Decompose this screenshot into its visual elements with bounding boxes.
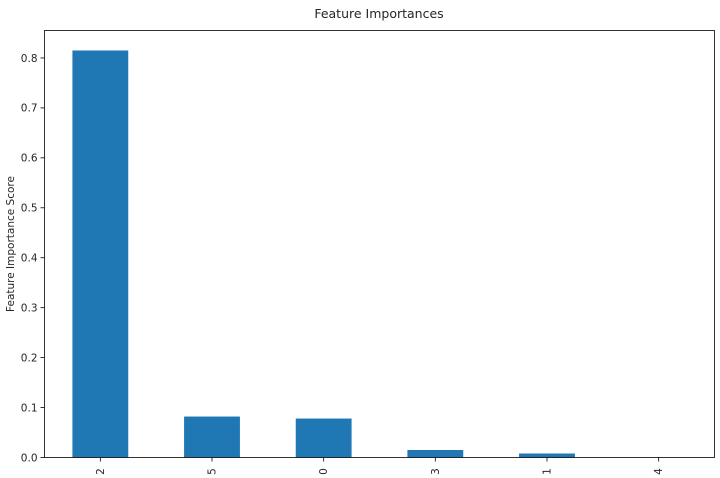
y-tick-label: 0.7 [21, 103, 38, 115]
y-axis-label: Feature Importance Score [5, 176, 17, 312]
y-tick-label: 0.0 [21, 452, 38, 464]
bars-group [72, 50, 575, 458]
x-axis-ticks: 2 5 0 3 1 4 [95, 457, 665, 475]
y-axis-ticks: 0.0 0.1 0.2 0.3 0.4 0.5 0.6 0.7 0.8 [21, 53, 45, 464]
bar-1 [519, 453, 575, 458]
x-tick-label: 0 [318, 468, 330, 475]
x-tick-label: 1 [542, 468, 554, 475]
plot-frame [44, 30, 715, 458]
y-tick-label: 0.5 [21, 203, 38, 215]
bar-5 [184, 416, 240, 458]
bar-0 [295, 418, 352, 458]
x-tick-label: 2 [95, 468, 107, 475]
bar-3 [407, 450, 464, 458]
x-tick-label: 3 [430, 468, 442, 475]
y-tick-label: 0.3 [21, 302, 38, 314]
x-tick-label: 4 [653, 468, 665, 475]
y-tick-label: 0.2 [21, 352, 38, 364]
y-tick-label: 0.4 [21, 253, 38, 265]
y-tick-label: 0.1 [21, 402, 38, 414]
bar-2 [72, 50, 129, 458]
x-tick-label: 5 [207, 468, 219, 475]
y-tick-label: 0.6 [21, 153, 38, 165]
chart-title: Feature Importances [314, 6, 443, 21]
y-tick-label: 0.8 [21, 53, 38, 65]
